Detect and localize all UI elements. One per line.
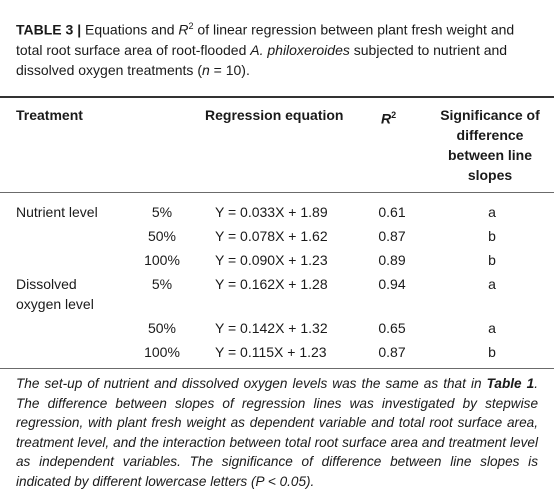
row-significance: b	[488, 228, 496, 244]
caption-text-3: subjected to nutrient and dissolved oxyg…	[16, 41, 508, 78]
header-r: R	[381, 110, 392, 127]
table-label: TABLE 3 |	[16, 21, 82, 38]
row-level: 50%	[147, 320, 177, 336]
header-significance-line-1: Significance of	[440, 107, 540, 123]
header-r-squared: R2	[381, 105, 396, 129]
row-r2: 0.94	[378, 276, 406, 292]
table-caption: TABLE 3 | Equations and R2 of linear reg…	[16, 16, 542, 80]
row-equation: Y = 0.162X + 1.28	[215, 276, 328, 292]
caption-n: n	[201, 61, 210, 78]
header-bottom-rule	[0, 192, 554, 193]
caption-species: A. philoxeroides	[250, 41, 350, 58]
header-significance-line-3: between line	[447, 147, 533, 163]
row-equation: Y = 0.142X + 1.32	[215, 320, 328, 336]
row-group-line-2: oxygen level	[16, 296, 94, 312]
table-bottom-rule	[0, 368, 554, 369]
header-significance-line-2: difference	[456, 127, 524, 143]
row-r2: 0.61	[378, 204, 406, 220]
footnote-text-1: The set-up of nutrient and dissolved oxy…	[16, 376, 487, 391]
row-significance: a	[488, 320, 496, 336]
row-r2: 0.65	[378, 320, 406, 336]
row-significance: b	[488, 252, 496, 268]
row-level: 50%	[147, 228, 177, 244]
header-r-superscript: 2	[391, 110, 397, 120]
caption-r: R	[178, 21, 189, 38]
footnote-text-2: . The difference between slopes of regre…	[16, 376, 538, 489]
caption-text-4: = 10).	[209, 61, 250, 78]
row-equation: Y = 0.115X + 1.23	[215, 344, 327, 360]
row-level: 5%	[151, 204, 173, 220]
caption-r-superscript: 2	[188, 21, 194, 31]
header-significance-line-4: slopes	[467, 167, 513, 183]
row-r2: 0.87	[378, 228, 406, 244]
table-footnote: The set-up of nutrient and dissolved oxy…	[16, 374, 538, 492]
row-significance: a	[488, 204, 496, 220]
row-significance: b	[488, 344, 496, 360]
caption-text-2: of linear regression between plant fresh…	[16, 21, 515, 58]
row-group: Nutrient level	[16, 204, 98, 220]
header-treatment: Treatment	[16, 107, 83, 123]
row-equation: Y = 0.090X + 1.23	[215, 252, 328, 268]
header-regression-equation: Regression equation	[205, 107, 344, 123]
header-significance: Significance of difference between line …	[432, 105, 548, 185]
row-equation: Y = 0.033X + 1.89	[215, 204, 328, 220]
row-equation: Y = 0.078X + 1.62	[215, 228, 328, 244]
row-level: 5%	[151, 276, 173, 292]
row-r2: 0.87	[378, 344, 406, 360]
row-level: 100%	[144, 344, 180, 360]
row-significance: a	[488, 276, 496, 292]
row-level: 100%	[144, 252, 180, 268]
caption-text-1: Equations and	[81, 21, 179, 38]
footnote-table-reference: Table 1	[486, 376, 535, 391]
table-top-rule	[0, 96, 554, 98]
row-r2: 0.89	[378, 252, 406, 268]
row-group: Dissolved	[16, 276, 77, 292]
